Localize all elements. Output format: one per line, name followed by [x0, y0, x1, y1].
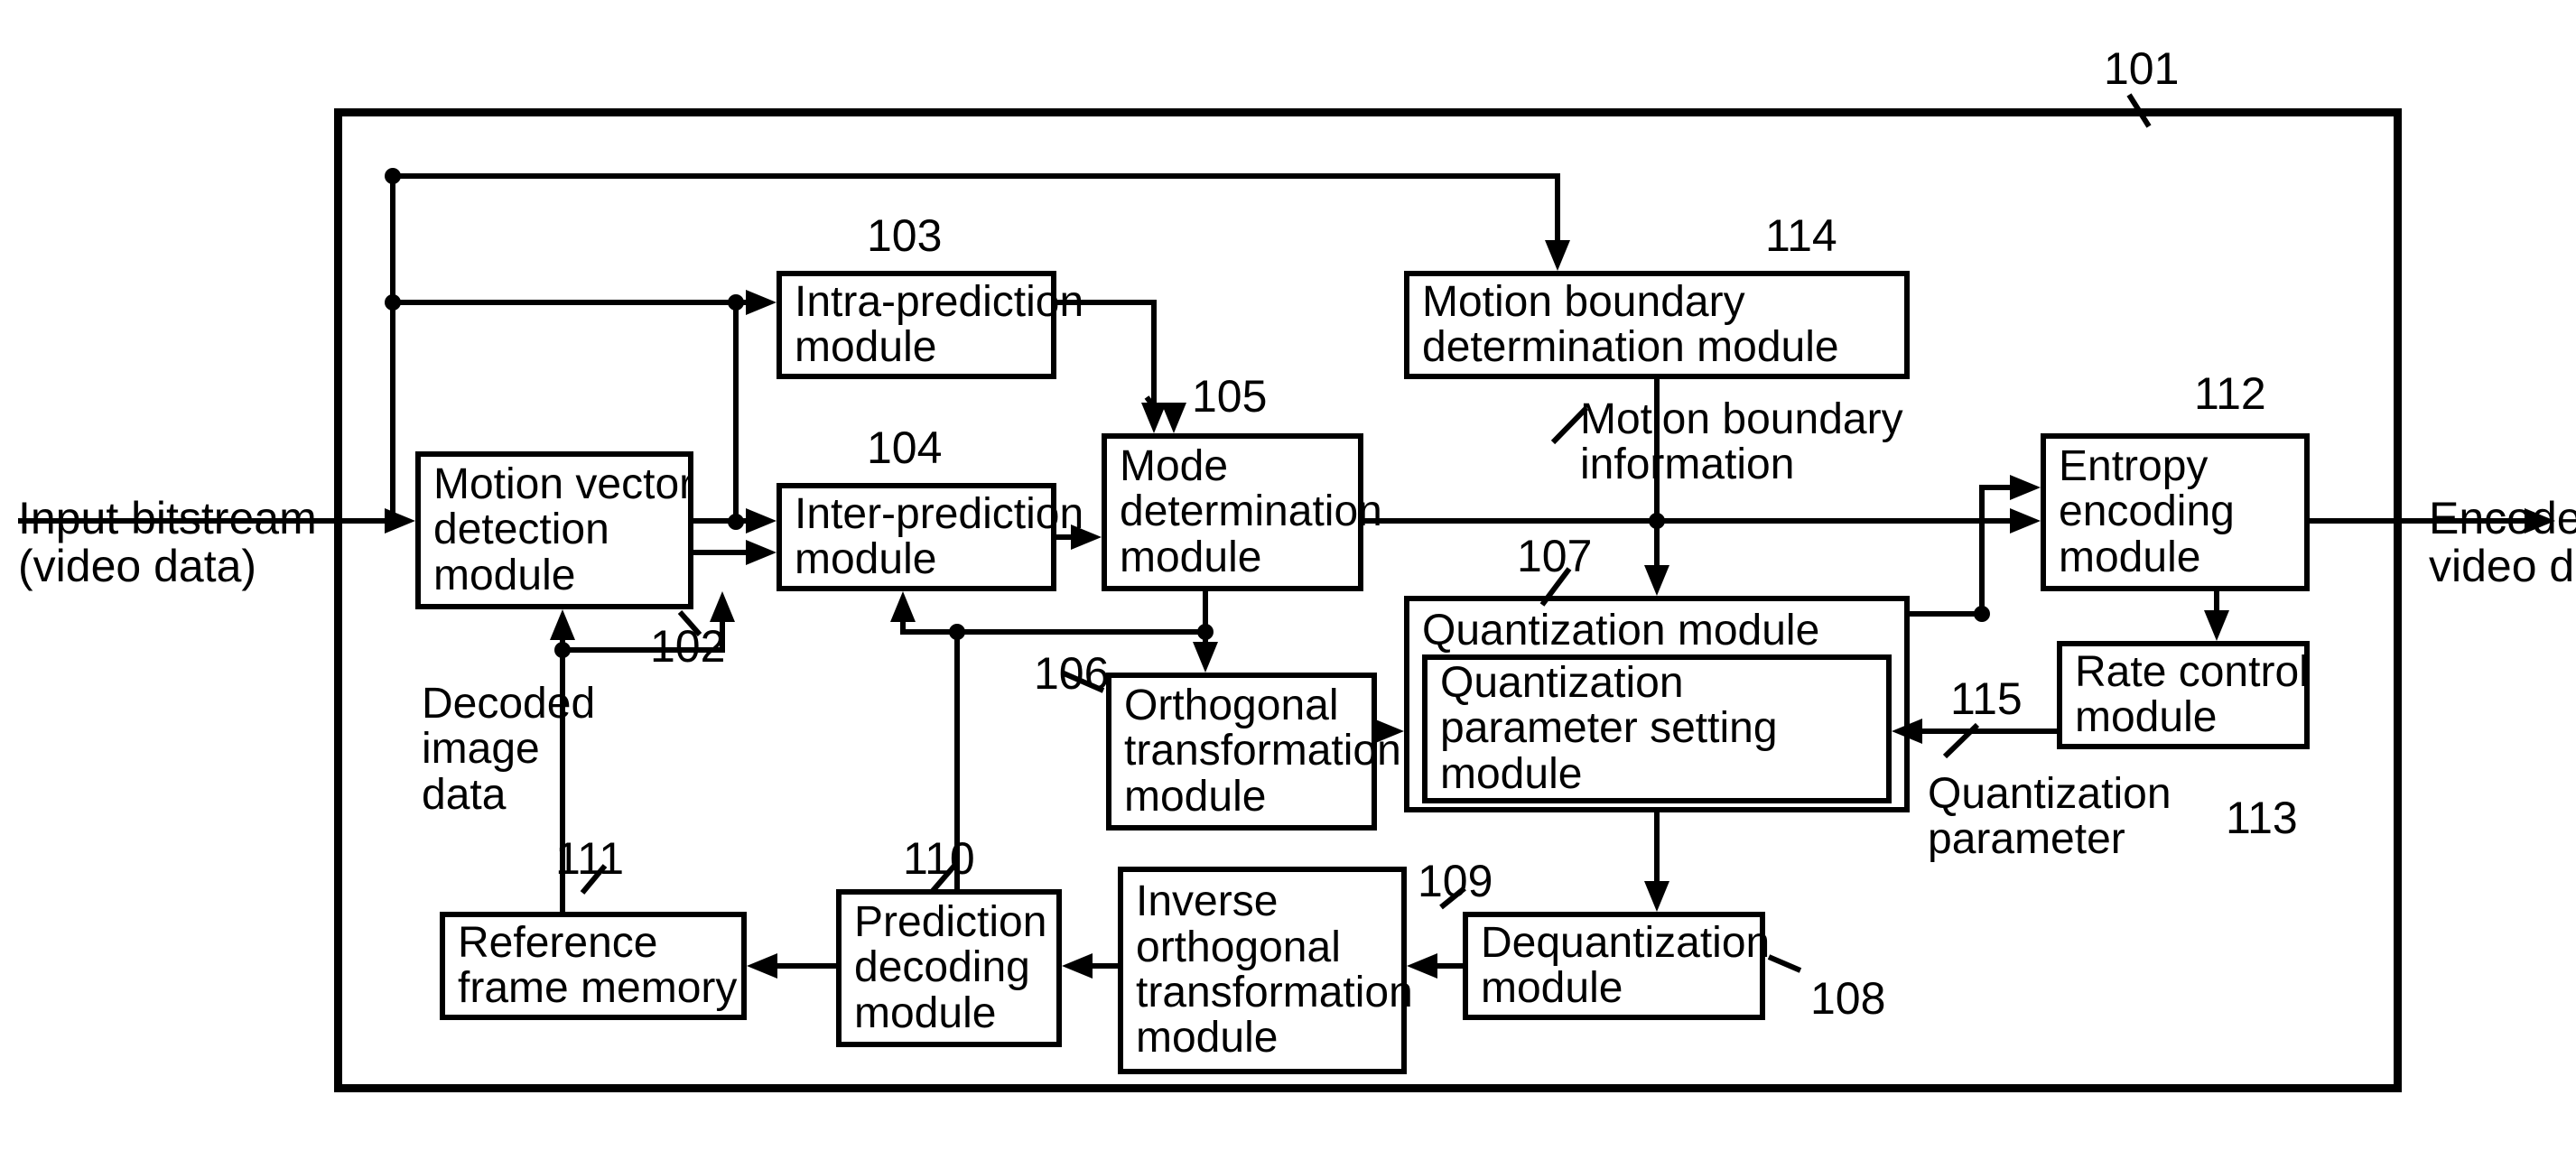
prediction-decoding-module: Prediction decoding module — [836, 889, 1062, 1047]
ref-107: 107 — [1517, 533, 1592, 580]
ref-111: 111 — [555, 835, 624, 883]
intra-prediction-module: Intra-prediction module — [777, 271, 1056, 379]
ref-113: 113 — [2226, 794, 2298, 842]
ref-112: 112 — [2194, 370, 2266, 418]
motion-vector-detection-module: Motion vector detection module — [415, 451, 693, 609]
ref-106: 106 — [1034, 650, 1109, 698]
motion-boundary-determination-module: Motion boundary determination module — [1404, 271, 1910, 379]
entropy-encoding-module: Entropy encoding module — [2041, 433, 2310, 591]
ref-115: 115 — [1950, 675, 2023, 723]
inter-prediction-module: Inter-prediction module — [777, 483, 1056, 591]
input-bitstream-label: Input bitstream (video data) — [18, 495, 317, 589]
ref-104: 104 — [867, 424, 942, 472]
ref-101: 101 — [2104, 45, 2179, 93]
dequantization-module: Dequantization module — [1463, 912, 1765, 1020]
ref-109: 109 — [1418, 858, 1493, 905]
ref-110: 110 — [903, 835, 975, 883]
ref-114: 114 — [1765, 212, 1837, 260]
ref-103: 103 — [867, 212, 942, 260]
mode-determination-module: Mode determination module — [1102, 433, 1363, 591]
quantization-parameter-setting-module: Quantization parameter setting module — [1422, 654, 1892, 803]
decoded-image-data-label: Decoded image data — [422, 682, 595, 818]
ref-108: 108 — [1810, 975, 1885, 1023]
orthogonal-transformation-module: Orthogonal transformation module — [1106, 673, 1377, 831]
ref-102: 102 — [650, 623, 725, 671]
reference-frame-memory: Reference frame memory — [440, 912, 747, 1020]
rate-control-module: Rate control module — [2057, 641, 2310, 749]
motion-boundary-info-label: Motion boundary information — [1580, 397, 1903, 488]
inverse-orthogonal-transformation-module: Inverse orthogonal transformation module — [1118, 867, 1407, 1074]
ref-105: 105 — [1192, 373, 1267, 421]
output-encoded-label: Encoded video data — [2429, 495, 2576, 589]
quantization-parameter-label: Quantization parameter — [1928, 772, 2171, 863]
